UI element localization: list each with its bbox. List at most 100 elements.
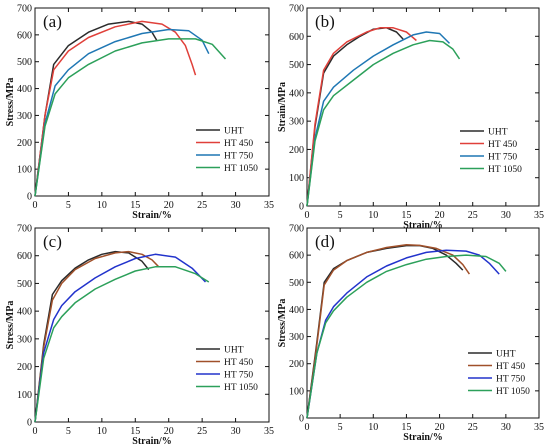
legend-label: HT 450 <box>488 140 517 150</box>
x-tick-label: 5 <box>66 426 71 437</box>
legend-label: UHT <box>224 346 244 356</box>
x-tick-label: 25 <box>197 426 207 437</box>
y-tick-label: 700 <box>17 224 32 235</box>
y-tick-label: 500 <box>17 57 32 68</box>
legend-label: HT 750 <box>224 371 253 381</box>
legend-label: HT 450 <box>496 362 525 372</box>
x-tick-label: 30 <box>231 200 241 211</box>
legend: UHT HT 450 HT 750 HT 1050 <box>196 346 258 393</box>
x-tick-label: 20 <box>435 422 445 433</box>
legend: UHT HT 450 HT 750 HT 1050 <box>196 127 258 174</box>
legend: UHT HT 450 HT 750 HT 1050 <box>468 350 530 397</box>
x-tick-label: 15 <box>130 200 140 211</box>
x-tick-label: 35 <box>534 422 544 433</box>
x-tick-label: 10 <box>368 422 378 433</box>
chart-panel-d: 0 5 10 15 20 25 30 35 0 100 200 300 400 500 600 700 Stra… <box>277 224 544 444</box>
y-tick-label: 600 <box>17 251 32 262</box>
panel-label: (a) <box>43 12 62 31</box>
x-axis-label: Strain/% <box>132 210 171 221</box>
x-tick-label: 25 <box>197 200 207 211</box>
y-tick-label: 100 <box>289 386 304 397</box>
series-line-ht-750 <box>306 31 451 207</box>
x-tick-label: 0 <box>33 200 38 211</box>
y-tick-label: 200 <box>17 362 32 373</box>
x-tick-label: 25 <box>468 422 478 433</box>
y-axis-label: Stress/MPa <box>5 78 16 127</box>
plot-frame <box>34 227 270 423</box>
series-line-ht-1050 <box>34 38 227 197</box>
x-tick-label: 20 <box>435 210 445 221</box>
series-line-ht-450 <box>306 27 417 207</box>
series-line-ht-750 <box>34 28 210 197</box>
y-tick-label: 100 <box>289 173 304 184</box>
x-tick-label: 35 <box>264 200 274 211</box>
series-line-ht-1050 <box>34 266 210 423</box>
y-tick-label: 0 <box>299 202 304 213</box>
panel-label: (d) <box>315 232 335 251</box>
x-tick-label: 0 <box>305 210 310 221</box>
legend-label: HT 450 <box>224 358 253 368</box>
y-tick-label: 0 <box>299 414 304 425</box>
plot-frame <box>306 227 540 419</box>
y-tick-label: 100 <box>17 390 32 401</box>
y-tick-label: 700 <box>289 4 304 15</box>
x-axis-label: Strain/% <box>132 436 171 445</box>
plot-frame <box>306 7 540 207</box>
legend-label: HT 1050 <box>496 387 530 397</box>
legend-label: HT 750 <box>224 152 253 162</box>
x-tick-label: 10 <box>97 200 107 211</box>
y-tick-label: 200 <box>289 145 304 156</box>
x-tick-label: 25 <box>468 210 478 221</box>
x-tick-label: 30 <box>501 422 511 433</box>
legend-label: HT 1050 <box>224 383 258 393</box>
y-tick-label: 300 <box>289 117 304 128</box>
chart-panel-c: 0 5 10 15 20 25 30 35 0 100 200 300 400 500 600 700 Stra… <box>5 224 274 445</box>
y-tick-label: 500 <box>17 279 32 290</box>
y-tick-label: 300 <box>17 111 32 122</box>
y-tick-label: 700 <box>17 4 32 15</box>
legend-label: HT 1050 <box>224 164 258 174</box>
series-line-uht <box>306 244 464 419</box>
x-axis-label: Strain/% <box>403 432 442 443</box>
x-tick-label: 15 <box>401 422 411 433</box>
series-line-uht <box>34 20 158 197</box>
y-tick-label: 700 <box>289 224 304 235</box>
y-tick-label: 400 <box>289 305 304 316</box>
y-tick-label: 300 <box>17 334 32 345</box>
x-tick-label: 0 <box>305 422 310 433</box>
x-tick-label: 20 <box>164 426 174 437</box>
panel-label: (c) <box>43 232 62 251</box>
x-tick-label: 5 <box>338 210 343 221</box>
series-line-ht-750 <box>34 253 207 423</box>
series-line-ht-1050 <box>306 39 461 207</box>
x-tick-label: 10 <box>97 426 107 437</box>
y-tick-label: 200 <box>17 138 32 149</box>
y-tick-label: 0 <box>27 418 32 429</box>
x-tick-label: 35 <box>534 210 544 221</box>
y-tick-label: 400 <box>17 307 32 318</box>
x-tick-label: 35 <box>264 426 274 437</box>
y-tick-label: 400 <box>289 88 304 99</box>
y-tick-label: 400 <box>17 84 32 95</box>
y-tick-label: 600 <box>17 30 32 41</box>
y-axis-label: Stress/MPa <box>5 301 16 350</box>
y-tick-label: 200 <box>289 359 304 370</box>
x-tick-label: 5 <box>66 200 71 211</box>
panel-label: (b) <box>315 12 335 31</box>
x-tick-label: 30 <box>501 210 511 221</box>
y-tick-label: 0 <box>27 192 32 203</box>
legend-label: HT 750 <box>488 153 517 163</box>
x-tick-label: 0 <box>33 426 38 437</box>
y-tick-label: 600 <box>289 32 304 43</box>
legend-label: HT 450 <box>224 139 253 149</box>
chart-panel-b: 0 5 10 15 20 25 30 35 0 100 200 300 400 500 600 700 Stra… <box>277 4 544 232</box>
y-tick-label: 600 <box>289 251 304 262</box>
x-tick-label: 30 <box>231 426 241 437</box>
y-tick-label: 500 <box>289 60 304 71</box>
y-axis-label: Stress/MPa <box>277 299 288 348</box>
x-tick-label: 15 <box>401 210 411 221</box>
x-tick-label: 15 <box>130 426 140 437</box>
legend-label: HT 750 <box>496 375 525 385</box>
series-line-ht-1050 <box>306 254 507 419</box>
